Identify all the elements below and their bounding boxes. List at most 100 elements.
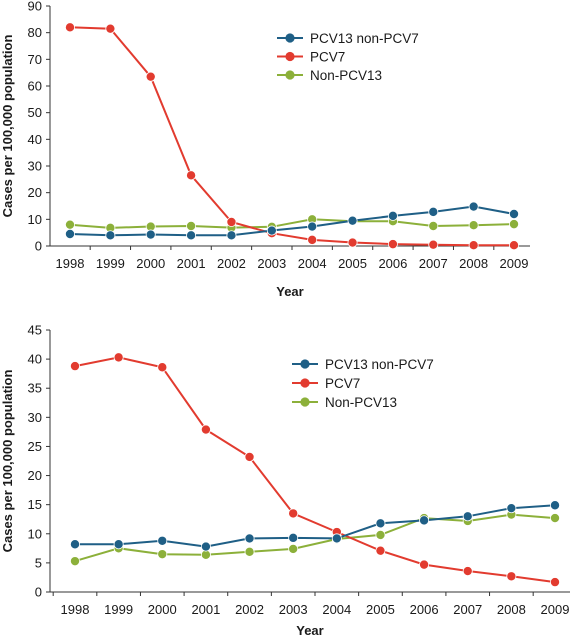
data-point (508, 208, 519, 219)
x-tick-label: 2007 (419, 256, 448, 271)
data-point (550, 500, 561, 511)
y-tick-label: 80 (28, 25, 42, 40)
x-tick-label: 2004 (298, 256, 327, 271)
y-tick-label: 20 (28, 468, 42, 483)
data-point (266, 225, 277, 236)
data-point (105, 23, 116, 34)
x-tick-label: 2000 (148, 602, 177, 617)
legend-label: Non-PCV13 (325, 395, 397, 410)
y-tick-label: 40 (28, 352, 42, 367)
y-tick-label: 30 (28, 159, 42, 174)
y-tick-label: 35 (28, 381, 42, 396)
data-point (145, 71, 156, 82)
x-tick-label: 2004 (322, 602, 351, 617)
data-point (506, 503, 517, 514)
x-tick-label: 2008 (459, 256, 488, 271)
legend-label: PCV7 (310, 50, 345, 65)
data-point (244, 546, 255, 557)
data-point (508, 240, 519, 251)
x-tick-label: 1999 (96, 256, 125, 271)
data-point (419, 559, 430, 570)
data-point (226, 216, 237, 227)
data-point (65, 219, 76, 230)
y-tick-label: 0 (35, 239, 42, 254)
data-point (428, 239, 439, 250)
data-point (244, 451, 255, 462)
data-point (288, 543, 299, 554)
data-point (65, 228, 76, 239)
data-point (506, 571, 517, 582)
data-point (468, 220, 479, 231)
x-axis-label: Year (276, 284, 303, 299)
series-line (74, 356, 556, 584)
data-point (428, 206, 439, 217)
data-point (65, 22, 76, 33)
data-point (113, 352, 124, 363)
legend-marker (300, 359, 310, 369)
data-point (105, 230, 116, 241)
x-tick-label: 2003 (279, 602, 308, 617)
data-point (387, 239, 398, 250)
legend-label: PCV13 non-PCV7 (325, 357, 434, 372)
x-tick-label: 2008 (497, 602, 526, 617)
x-tick-label: 1998 (56, 256, 85, 271)
legend-marker (300, 378, 310, 388)
x-tick-label: 2006 (378, 256, 407, 271)
x-tick-label: 1998 (61, 602, 90, 617)
data-point (157, 362, 168, 373)
y-tick-label: 0 (35, 585, 42, 600)
x-tick-label: 2003 (257, 256, 286, 271)
data-point (468, 201, 479, 212)
x-tick-label: 2009 (500, 256, 529, 271)
y-tick-label: 10 (28, 212, 42, 227)
y-tick-label: 40 (28, 132, 42, 147)
series-line (69, 205, 515, 237)
data-point (550, 577, 561, 588)
legend-label: Non-PCV13 (310, 68, 382, 83)
series-line (69, 26, 514, 247)
y-tick-label: 60 (28, 79, 42, 94)
data-point (288, 508, 299, 519)
x-tick-label: 2007 (453, 602, 482, 617)
data-point (347, 237, 358, 248)
x-axis-label: Year (296, 623, 323, 638)
data-point (331, 533, 342, 544)
y-tick-label: 70 (28, 52, 42, 67)
legend-label: PCV7 (325, 376, 360, 391)
x-tick-label: 2000 (136, 256, 165, 271)
series-line (75, 504, 556, 548)
data-point (550, 513, 561, 524)
data-point (387, 210, 398, 221)
data-point (186, 230, 197, 241)
series-line (74, 513, 556, 563)
y-tick-label: 10 (28, 526, 42, 541)
data-point (307, 221, 318, 232)
data-point (157, 549, 168, 560)
y-tick-label: 50 (28, 105, 42, 120)
data-point (70, 361, 81, 372)
y-tick-label: 30 (28, 410, 42, 425)
data-point (307, 234, 318, 245)
data-point (468, 240, 479, 251)
y-axis-label: Cases per 100,000 population (0, 35, 15, 218)
data-point (113, 539, 124, 550)
legend: PCV13 non-PCV7 PCV7 Non-PCV13 (277, 31, 419, 83)
x-tick-label: 2001 (191, 602, 220, 617)
data-point (375, 545, 386, 556)
data-point (462, 566, 473, 577)
x-tick-label: 2001 (177, 256, 206, 271)
chart-2: 0 5 10 15 20 25 30 35 40 45 1998 1999 2000 2001 2002 20… (0, 323, 570, 638)
legend-marker (285, 70, 295, 80)
data-point (200, 424, 211, 435)
x-tick-label: 1999 (104, 602, 133, 617)
x-tick-label: 2009 (541, 602, 570, 617)
series-line (69, 218, 515, 229)
data-point (186, 220, 197, 231)
legend-marker (285, 33, 295, 43)
legend: PCV13 non-PCV7 PCV7 Non-PCV13 (292, 357, 434, 410)
data-point (347, 215, 358, 226)
legend-marker (300, 397, 310, 407)
data-point (428, 220, 439, 231)
y-tick-label: 25 (28, 439, 42, 454)
